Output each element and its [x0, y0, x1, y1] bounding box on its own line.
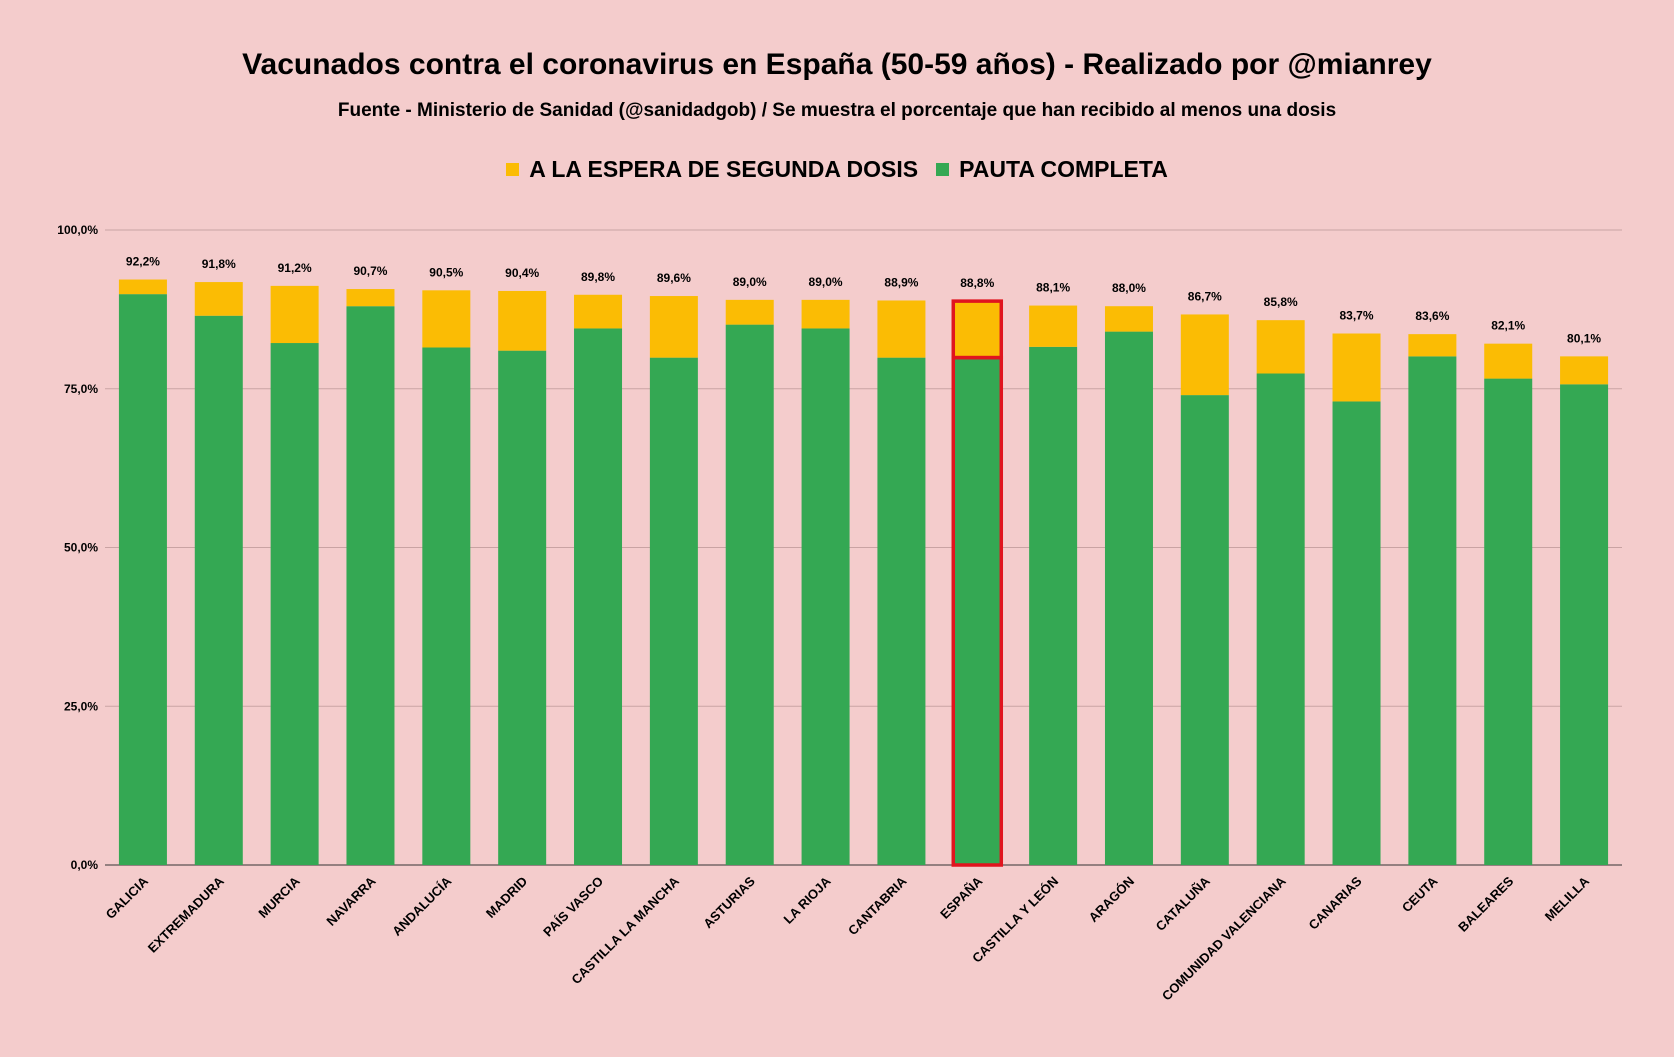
data-label-total: 89,0% — [733, 275, 767, 289]
x-tick-label: CASTILLA Y LEÓN — [969, 874, 1061, 966]
bar-espera-segunda-dosis — [498, 290, 547, 351]
bar-espera-segunda-dosis — [422, 290, 471, 348]
data-label-total: 92,2% — [126, 255, 160, 269]
data-label-total: 85,8% — [1264, 295, 1298, 309]
legend: A LA ESPERA DE SEGUNDA DOSIS PAUTA COMPL… — [0, 156, 1674, 183]
x-tick-label: CANTABRIA — [845, 873, 910, 938]
legend-swatch-espera — [506, 163, 520, 176]
bar-espera-segunda-dosis — [877, 300, 926, 358]
data-label-total: 91,2% — [278, 261, 312, 275]
y-tick-label: 75,0% — [64, 382, 98, 396]
bar-espera-segunda-dosis — [649, 296, 698, 358]
bar-pauta-completa — [725, 324, 774, 865]
x-tick-label: ASTURIAS — [700, 873, 758, 931]
data-label-total: 86,7% — [1188, 289, 1222, 303]
x-tick-label: NAVARRA — [323, 873, 379, 929]
bar-pauta-completa — [118, 294, 167, 865]
bar-pauta-completa — [574, 328, 623, 865]
bar-espera-segunda-dosis — [1029, 305, 1078, 347]
bar-pauta-completa — [1560, 384, 1609, 865]
bar-pauta-completa — [498, 350, 547, 865]
bar-pauta-completa — [801, 328, 850, 865]
x-tick-label: CEUTA — [1399, 873, 1441, 915]
x-tick-label: ESPAÑA — [937, 873, 986, 922]
x-tick-label: MELILLA — [1542, 873, 1593, 924]
x-tick-label: ANDALUCÍA — [389, 873, 455, 939]
bar-pauta-completa — [1180, 395, 1229, 865]
legend-swatch-completa — [936, 163, 950, 176]
x-tick-label: EXTREMADURA — [145, 873, 228, 956]
bar-espera-segunda-dosis — [1484, 343, 1533, 379]
x-tick-label: BALEARES — [1455, 873, 1516, 934]
y-tick-label: 100,0% — [57, 223, 98, 237]
bar-pauta-completa — [346, 306, 395, 865]
bar-espera-segunda-dosis — [346, 289, 395, 307]
bar-espera-segunda-dosis — [118, 279, 167, 295]
bar-pauta-completa — [1332, 401, 1381, 865]
bar-espera-segunda-dosis — [953, 301, 1002, 358]
y-tick-label: 25,0% — [64, 699, 98, 713]
x-tick-label: LA RIOJA — [781, 873, 835, 927]
bar-espera-segunda-dosis — [1332, 333, 1381, 402]
bar-pauta-completa — [953, 357, 1002, 865]
bar-pauta-completa — [1029, 346, 1078, 866]
legend-label-completa: PAUTA COMPLETA — [959, 156, 1168, 182]
x-tick-label: PAÍS VASCO — [540, 874, 606, 940]
bar-espera-segunda-dosis — [1104, 306, 1153, 332]
data-label-total: 88,0% — [1112, 281, 1146, 295]
chart-subtitle: Fuente - Ministerio de Sanidad (@sanidad… — [337, 100, 1337, 121]
data-label-total: 90,5% — [429, 265, 463, 279]
bar-pauta-completa — [1484, 378, 1533, 865]
bar-espera-segunda-dosis — [574, 294, 623, 329]
x-tick-label: ARAGÓN — [1086, 874, 1137, 925]
data-label-total: 83,7% — [1340, 309, 1374, 323]
data-label-total: 91,8% — [202, 257, 236, 271]
bar-espera-segunda-dosis — [1560, 356, 1609, 385]
bar-pauta-completa — [194, 315, 243, 866]
y-tick-label: 50,0% — [64, 541, 98, 555]
bar-espera-segunda-dosis — [1408, 334, 1457, 357]
highlight-outline-completa — [951, 355, 1004, 867]
bar-pauta-completa — [649, 357, 698, 865]
x-tick-label: MADRID — [483, 874, 530, 921]
x-tick-label: COMUNIDAD VALENCIANA — [1159, 873, 1289, 1003]
bar-pauta-completa — [1104, 331, 1153, 866]
bar-espera-segunda-dosis — [1256, 320, 1305, 374]
data-label-total: 88,8% — [960, 276, 994, 290]
data-label-total: 89,6% — [657, 271, 691, 285]
legend-label-espera: A LA ESPERA DE SEGUNDA DOSIS — [529, 156, 919, 182]
data-label-total: 90,4% — [505, 266, 539, 280]
bar-pauta-completa — [1256, 373, 1305, 865]
data-label-total: 82,1% — [1491, 319, 1525, 333]
bar-espera-segunda-dosis — [1180, 314, 1229, 396]
bar-pauta-completa — [422, 347, 471, 866]
bar-espera-segunda-dosis — [725, 299, 774, 325]
data-label-total: 88,9% — [884, 275, 918, 289]
bar-pauta-completa — [877, 357, 926, 865]
legend-item-completa[interactable]: PAUTA COMPLETA — [936, 156, 1168, 183]
x-tick-label: CATALUÑA — [1153, 873, 1214, 934]
bar-espera-segunda-dosis — [801, 299, 850, 329]
data-label-total: 89,8% — [581, 270, 615, 284]
bar-espera-segunda-dosis — [270, 285, 319, 344]
y-tick-label: 0,0% — [71, 858, 99, 872]
bar-pauta-completa — [1408, 356, 1457, 865]
data-label-total: 80,1% — [1567, 331, 1601, 345]
chart-title: Vacunados contra el coronavirus en Españ… — [242, 48, 1432, 81]
data-label-total: 88,1% — [1036, 281, 1070, 295]
bar-pauta-completa — [270, 343, 319, 865]
x-tick-label: GALICIA — [103, 873, 152, 922]
x-tick-label: MURCIA — [255, 873, 303, 921]
legend-item-espera[interactable]: A LA ESPERA DE SEGUNDA DOSIS — [506, 156, 918, 183]
data-label-total: 90,7% — [353, 264, 387, 278]
x-tick-label: CANARIAS — [1306, 873, 1365, 932]
data-label-total: 83,6% — [1415, 309, 1449, 323]
data-label-total: 89,0% — [809, 275, 843, 289]
bar-espera-segunda-dosis — [194, 282, 243, 316]
